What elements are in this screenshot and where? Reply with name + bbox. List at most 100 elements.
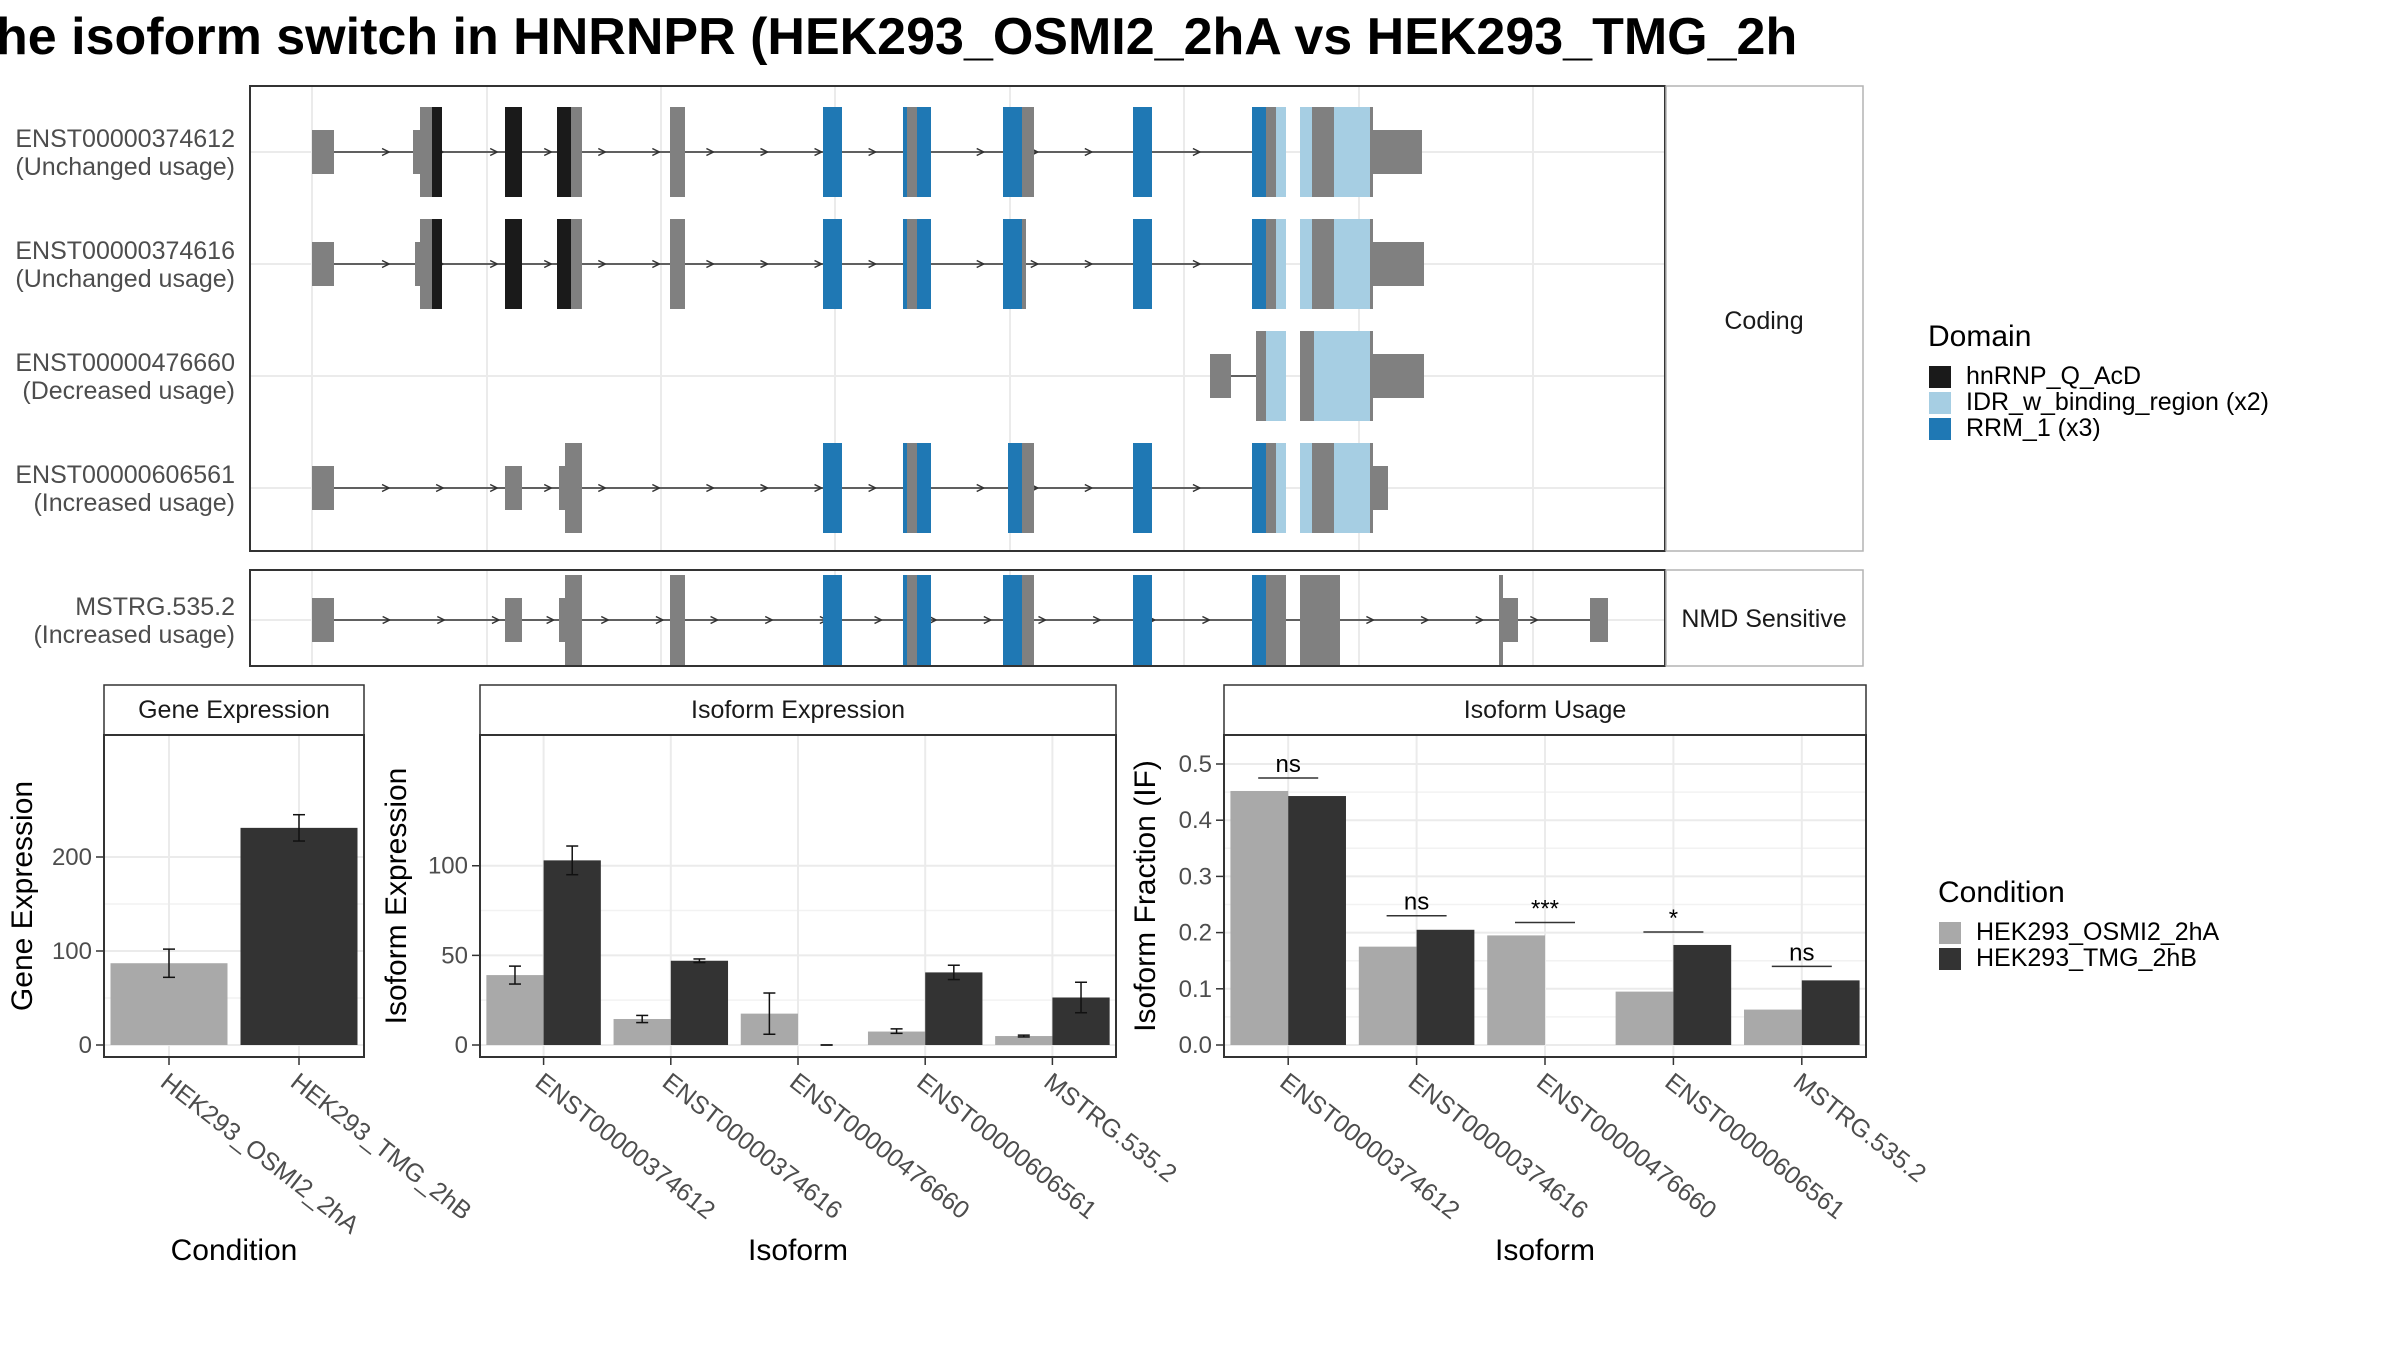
- intron-arrow: [760, 259, 770, 269]
- x-axis-label: Isoform: [748, 1234, 848, 1267]
- intron-arrow: [543, 259, 553, 269]
- coding-exon: [571, 107, 582, 197]
- intron-arrow: [1366, 615, 1376, 625]
- intron-arrow: [868, 147, 878, 157]
- intron-arrow: [760, 483, 770, 493]
- transcript-usage-label: (Decreased usage): [22, 377, 235, 405]
- chart-panel-1: Isoform Expression050100ENST00000374612E…: [380, 684, 1182, 1267]
- transcript-id-label: ENST00000374612: [15, 125, 235, 153]
- coding-exon: [1022, 575, 1034, 665]
- intron-arrow: [543, 147, 553, 157]
- y-tick-label: 50: [441, 942, 468, 969]
- condition-legend-label: HEK293_TMG_2hB: [1976, 944, 2197, 972]
- y-tick-label: 200: [52, 844, 92, 871]
- transcript-usage-label: (Increased usage): [33, 489, 235, 517]
- bar: [1487, 935, 1545, 1045]
- bar: [1673, 944, 1732, 1045]
- domain-hnrnp-q-acd: [557, 219, 571, 309]
- intron-arrow: [652, 483, 662, 493]
- intron-arrow: [597, 147, 607, 157]
- domain-legend-key: [1929, 366, 1951, 388]
- intron-arrow: [976, 259, 986, 269]
- intron-arrow: [381, 147, 391, 157]
- domain-idr: [1276, 219, 1286, 309]
- coding-exon: [1266, 575, 1286, 665]
- condition-legend-label: HEK293_OSMI2_2hA: [1976, 918, 2220, 946]
- bar: [543, 860, 601, 1045]
- transcript-id-label: ENST00000476660: [15, 349, 235, 377]
- utr-exon: [1373, 466, 1388, 510]
- coding-exon: [1312, 219, 1334, 309]
- coding-exon: [565, 443, 582, 533]
- utr-exon: [505, 466, 522, 510]
- facet-strip-coding: [1665, 85, 1864, 552]
- bar: [1416, 929, 1475, 1045]
- intron-arrow: [597, 259, 607, 269]
- coding-panel: [249, 85, 1666, 552]
- domain-idr: [1300, 443, 1312, 533]
- y-tick-label: 0.4: [1179, 807, 1212, 834]
- condition-legend-key: [1939, 948, 1961, 970]
- figure-title: he isoform switch in HNRNPR (HEK293_OSMI…: [0, 8, 1797, 66]
- coding-exon: [670, 107, 685, 197]
- domain-rrm-1: [1252, 575, 1266, 665]
- coding-exon: [1022, 219, 1026, 309]
- domain-rrm-1: [1252, 219, 1266, 309]
- condition-legend-title: Condition: [1938, 876, 2065, 909]
- domain-rrm-1: [1003, 575, 1022, 665]
- intron-arrow: [814, 259, 824, 269]
- domain-rrm-1: [1003, 107, 1022, 197]
- coding-exon: [670, 575, 685, 665]
- bar: [1358, 946, 1417, 1045]
- coding-exon: [1256, 331, 1266, 421]
- intron-arrow: [1202, 615, 1212, 625]
- coding-exon: [1312, 443, 1334, 533]
- intron-arrow: [1084, 259, 1094, 269]
- coding-exon: [907, 219, 917, 309]
- intron-arrow: [543, 483, 553, 493]
- coding-exon: [1370, 443, 1373, 533]
- y-tick-label: 100: [52, 938, 92, 965]
- y-tick-label: 100: [428, 853, 468, 880]
- transcript-id-label: ENST00000606561: [15, 461, 235, 489]
- intron-arrow: [652, 259, 662, 269]
- utr-exon: [559, 466, 565, 510]
- coding-exon: [1370, 331, 1373, 421]
- transcript-id-label: MSTRG.535.2: [75, 593, 235, 621]
- bar: [867, 1031, 926, 1045]
- coding-exon: [1266, 219, 1276, 309]
- bar: [486, 975, 544, 1045]
- intron-arrow: [710, 615, 720, 625]
- domain-idr: [1334, 443, 1370, 533]
- domain-idr: [1300, 219, 1312, 309]
- intron-arrow: [760, 147, 770, 157]
- intron-arrow: [1192, 483, 1202, 493]
- bar: [925, 972, 983, 1045]
- significance-label: ns: [1276, 751, 1301, 778]
- intron-arrow: [489, 259, 499, 269]
- domain-idr: [1334, 219, 1370, 309]
- significance-label: ns: [1404, 889, 1429, 916]
- y-tick-label: 0.2: [1179, 920, 1212, 947]
- coding-exon: [1499, 575, 1503, 665]
- coding-exon: [1266, 443, 1276, 533]
- x-tick-label: MSTRG.535.2: [1788, 1068, 1931, 1188]
- intron-arrow: [436, 615, 446, 625]
- bar: [1801, 980, 1860, 1045]
- intron-arrow: [706, 259, 716, 269]
- panel-strip: [479, 684, 1117, 736]
- utr-exon: [1590, 598, 1608, 642]
- y-tick-label: 0: [455, 1032, 468, 1059]
- bar: [995, 1036, 1053, 1045]
- coding-exon: [1300, 575, 1340, 665]
- utr-exon: [312, 598, 334, 642]
- intron-arrow: [928, 615, 938, 625]
- intron-arrow: [1038, 615, 1048, 625]
- coding-exon: [420, 219, 432, 309]
- transcript-id-label: ENST00000374616: [15, 237, 235, 265]
- domain-idr: [1266, 331, 1286, 421]
- intron-arrow: [489, 483, 499, 493]
- intron-arrow: [655, 615, 665, 625]
- domain-hnrnp-q-acd: [432, 107, 442, 197]
- utr-exon: [415, 242, 420, 286]
